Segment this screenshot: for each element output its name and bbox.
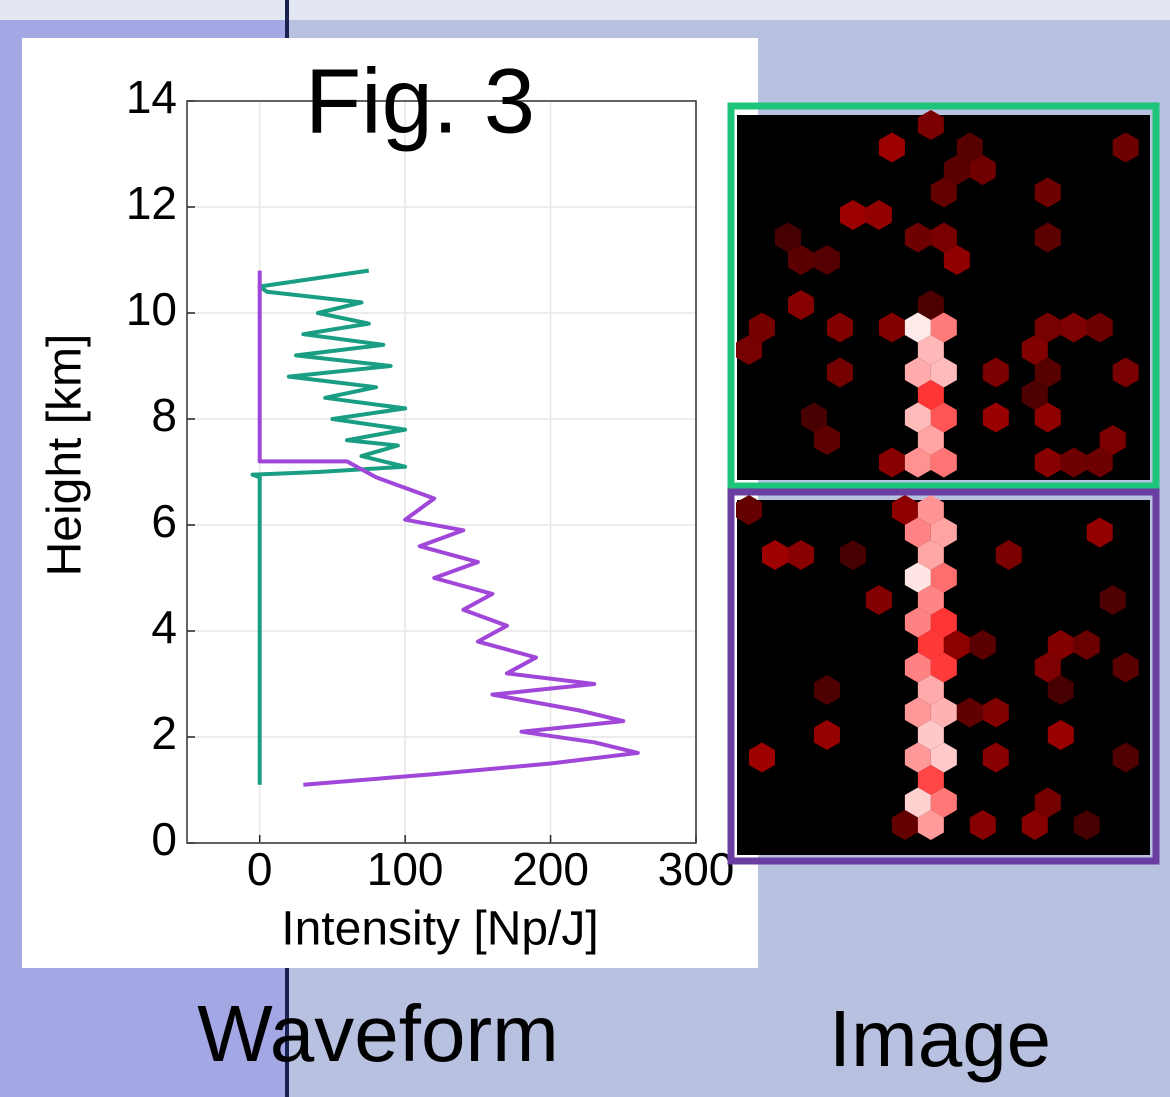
y-tick-label: 14 bbox=[126, 71, 177, 123]
y-axis-label: Height [km] bbox=[39, 334, 92, 577]
y-tick-label: 12 bbox=[126, 177, 177, 229]
y-tick-label: 0 bbox=[151, 813, 177, 865]
x-axis-label: Intensity [Np/J] bbox=[281, 903, 598, 956]
x-tick-label: 100 bbox=[367, 843, 444, 895]
x-tick-label: 0 bbox=[247, 843, 273, 895]
slide: 0 100 200 300 0 2 4 6 8 10 12 14 Fig. 3 Intensity [… bbox=[0, 0, 1170, 1097]
y-tick-label: 10 bbox=[126, 283, 177, 335]
y-tick-label: 6 bbox=[151, 495, 177, 547]
y-tick-label: 2 bbox=[151, 707, 177, 759]
waveform-label: Waveform bbox=[197, 989, 559, 1078]
y-tick-label: 4 bbox=[151, 601, 177, 653]
x-tick-label: 200 bbox=[512, 843, 589, 895]
image-label: Image bbox=[829, 994, 1051, 1083]
chart-title: Fig. 3 bbox=[305, 50, 535, 152]
y-tick-label: 8 bbox=[151, 389, 177, 441]
top-band bbox=[0, 0, 1170, 20]
x-tick-label: 300 bbox=[658, 843, 735, 895]
